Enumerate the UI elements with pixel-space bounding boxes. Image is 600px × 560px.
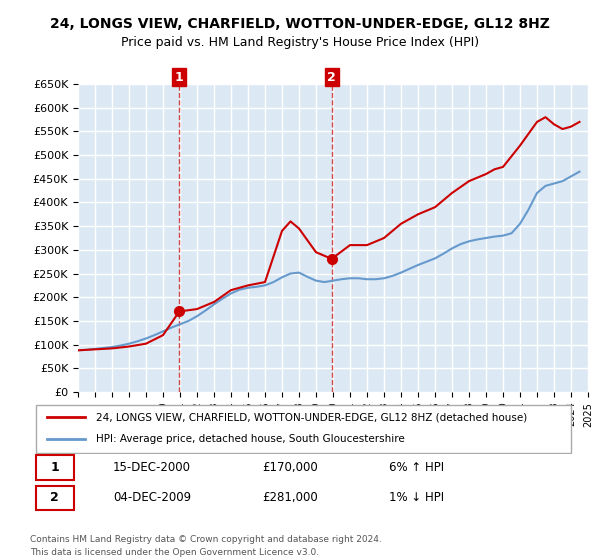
Text: 1% ↓ HPI: 1% ↓ HPI [389,491,444,505]
Text: 24, LONGS VIEW, CHARFIELD, WOTTON-UNDER-EDGE, GL12 8HZ: 24, LONGS VIEW, CHARFIELD, WOTTON-UNDER-… [50,17,550,31]
Text: 2: 2 [50,491,59,505]
Text: 2: 2 [327,71,336,84]
Text: £170,000: £170,000 [262,461,317,474]
Text: 6% ↑ HPI: 6% ↑ HPI [389,461,444,474]
Text: 24, LONGS VIEW, CHARFIELD, WOTTON-UNDER-EDGE, GL12 8HZ (detached house): 24, LONGS VIEW, CHARFIELD, WOTTON-UNDER-… [96,412,527,422]
Text: 1: 1 [50,461,59,474]
Text: £281,000: £281,000 [262,491,317,505]
Text: This data is licensed under the Open Government Licence v3.0.: This data is licensed under the Open Gov… [30,548,319,557]
Text: 15-DEC-2000: 15-DEC-2000 [113,461,191,474]
Text: 04-DEC-2009: 04-DEC-2009 [113,491,191,505]
FancyBboxPatch shape [35,405,571,452]
Text: Contains HM Land Registry data © Crown copyright and database right 2024.: Contains HM Land Registry data © Crown c… [30,535,382,544]
FancyBboxPatch shape [35,486,74,510]
Text: 1: 1 [175,71,184,84]
Text: HPI: Average price, detached house, South Gloucestershire: HPI: Average price, detached house, Sout… [96,435,405,445]
Text: Price paid vs. HM Land Registry's House Price Index (HPI): Price paid vs. HM Land Registry's House … [121,36,479,49]
FancyBboxPatch shape [35,455,74,480]
